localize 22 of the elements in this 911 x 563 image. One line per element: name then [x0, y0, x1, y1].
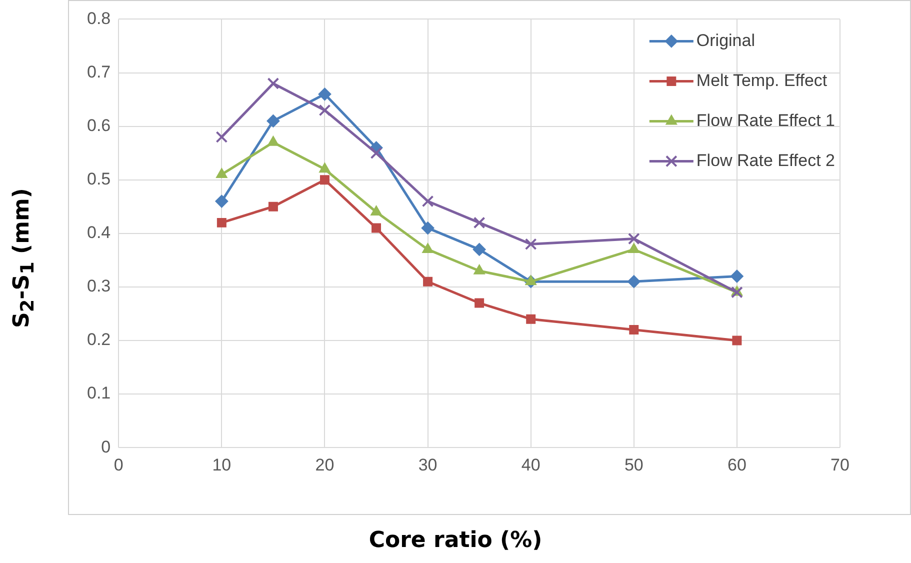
- y-tick-label: 0.3: [86, 276, 111, 296]
- x-tick-label: 70: [830, 455, 850, 474]
- x-tick-label: 0: [114, 455, 124, 474]
- y-tick-label: 0.6: [86, 116, 111, 135]
- x-axis-title: Core ratio (%): [368, 528, 544, 553]
- y-tick-label: 0.5: [86, 170, 111, 189]
- legend-label: Melt Temp. Effect: [696, 70, 828, 90]
- x-tick-label: 50: [624, 455, 644, 474]
- x-tick-label: 40: [521, 455, 540, 474]
- legend-label: Flow Rate Effect 2: [696, 150, 836, 170]
- x-tick-label: 30: [418, 455, 438, 474]
- y-tick-label: 0: [101, 437, 111, 456]
- y-tick-label: 0.4: [86, 223, 111, 242]
- x-tick-label: 60: [727, 455, 746, 474]
- x-tick-label: 10: [212, 455, 232, 474]
- y-tick-label: 0.1: [86, 384, 111, 403]
- legend-label: Flow Rate Effect 1: [696, 110, 836, 130]
- y-tick-label: 0.8: [86, 8, 111, 28]
- x-tick-label: 20: [315, 455, 334, 474]
- y-tick-label: 0.2: [86, 330, 111, 350]
- legend-label: Original: [696, 30, 756, 50]
- y-tick-label: 0.7: [86, 62, 111, 82]
